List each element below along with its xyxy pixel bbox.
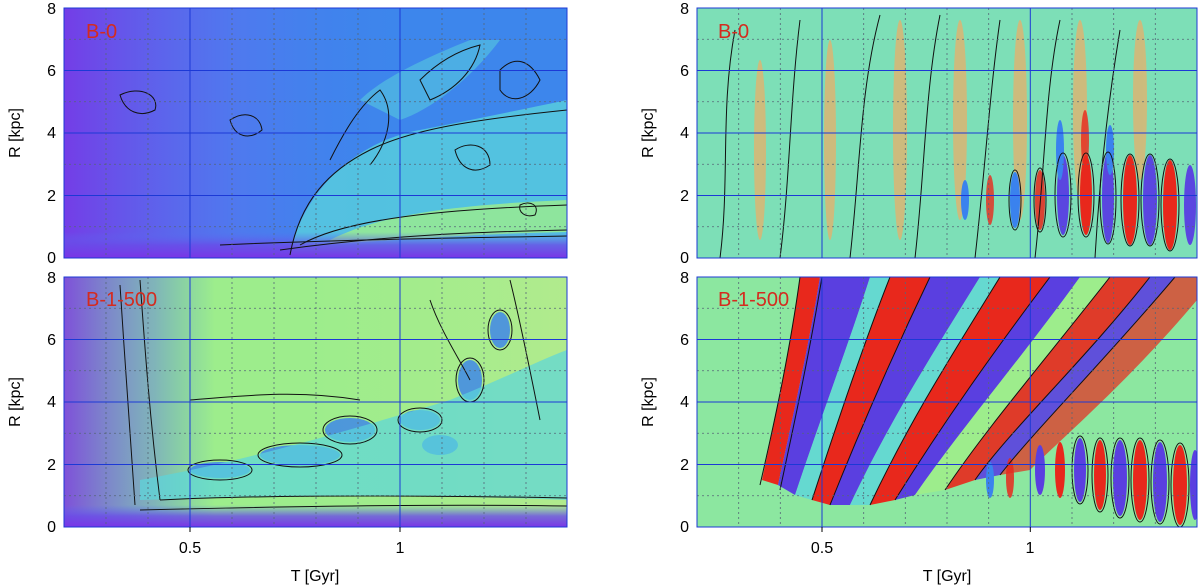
grid-bottom-right: [697, 277, 1197, 527]
y-tick-top-right-2: 2: [680, 188, 689, 205]
grid-top-right: [697, 8, 1197, 258]
panel-label-bottom-left: B-1-500: [86, 289, 157, 311]
y-axis-label-top-right: R [kpc]: [640, 108, 657, 158]
y-tick-bottom-right-4: 4: [680, 394, 689, 411]
y-tick-bottom-right-8: 8: [680, 270, 689, 287]
y-tick-top-right-4: 4: [680, 125, 689, 142]
panel-bottom-right: B-1-500 0 2 4 6 8 0.5 1 T [Gyr] R [kpc]: [640, 270, 1198, 585]
y-tick-bottom-left-6: 6: [47, 332, 56, 349]
x-axis-label-bottom-left: T [Gyr]: [291, 568, 340, 585]
grid-top-left: [64, 8, 567, 258]
y-tick-top-left-4: 4: [47, 125, 56, 142]
y-tick-bottom-right-2: 2: [680, 457, 689, 474]
y-tick-bottom-left-2: 2: [47, 457, 56, 474]
y-tick-bottom-right-0: 0: [680, 519, 689, 536]
frame-bottom-right: [696, 276, 1198, 528]
y-axis-label-bottom-left: R [kpc]: [7, 377, 24, 427]
x-tick-bottom-left-0.5: 0.5: [179, 540, 201, 557]
y-tick-bottom-right-6: 6: [680, 332, 689, 349]
y-tick-bottom-left-8: 8: [47, 270, 56, 287]
panel-bottom-left: B-1-500 0 2 4 6 8 0.5 1 T [Gyr] R [kpc]: [7, 270, 568, 585]
y-tick-top-right-8: 8: [680, 1, 689, 18]
x-tick-marks: [189, 527, 1031, 532]
panel-label-top-right: B-0: [718, 21, 749, 43]
y-tick-top-left-0: 0: [47, 250, 56, 267]
x-tick-bottom-left-1: 1: [396, 540, 405, 557]
x-tick-bottom-right-0.5: 0.5: [811, 540, 833, 557]
y-axis-label-bottom-right: R [kpc]: [640, 377, 657, 427]
frame-top-right: [696, 7, 1198, 259]
x-axis-label-bottom-right: T [Gyr]: [923, 568, 972, 585]
panel-top-right: B-0 0 2 4 6 8 R [kpc]: [640, 1, 1198, 267]
y-tick-bottom-left-4: 4: [47, 394, 56, 411]
y-tick-top-right-0: 0: [680, 250, 689, 267]
frame-top-left: [63, 7, 568, 259]
grid-bottom-left: [64, 277, 567, 527]
y-tick-top-left-8: 8: [47, 1, 56, 18]
panel-label-bottom-right: B-1-500: [718, 289, 789, 311]
y-tick-top-left-6: 6: [47, 63, 56, 80]
y-tick-top-right-6: 6: [680, 63, 689, 80]
x-tick-bottom-right-1: 1: [1026, 540, 1035, 557]
panel-label-top-left: B-0: [86, 21, 117, 43]
y-axis-label-top-left: R [kpc]: [7, 108, 24, 158]
panel-top-left: B-0 0 2 4 6 8 R [kpc]: [7, 1, 568, 267]
y-tick-bottom-left-0: 0: [47, 519, 56, 536]
frame-bottom-left: [63, 276, 568, 528]
y-tick-top-left-2: 2: [47, 188, 56, 205]
